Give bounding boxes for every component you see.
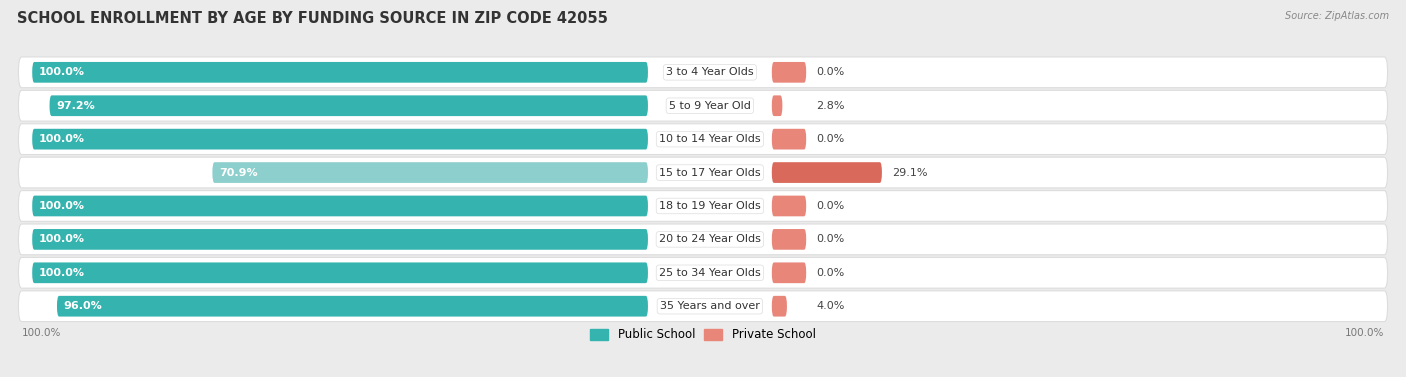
FancyBboxPatch shape (772, 95, 782, 116)
FancyBboxPatch shape (18, 224, 1388, 255)
FancyBboxPatch shape (772, 162, 882, 183)
Text: 0.0%: 0.0% (817, 234, 845, 244)
FancyBboxPatch shape (49, 95, 648, 116)
Text: 0.0%: 0.0% (817, 134, 845, 144)
FancyBboxPatch shape (32, 196, 648, 216)
FancyBboxPatch shape (32, 262, 648, 283)
Text: 100.0%: 100.0% (1344, 328, 1384, 338)
FancyBboxPatch shape (18, 124, 1388, 155)
Text: 25 to 34 Year Olds: 25 to 34 Year Olds (659, 268, 761, 278)
FancyBboxPatch shape (772, 262, 806, 283)
Text: 0.0%: 0.0% (817, 67, 845, 77)
Text: SCHOOL ENROLLMENT BY AGE BY FUNDING SOURCE IN ZIP CODE 42055: SCHOOL ENROLLMENT BY AGE BY FUNDING SOUR… (17, 11, 607, 26)
Text: 20 to 24 Year Olds: 20 to 24 Year Olds (659, 234, 761, 244)
FancyBboxPatch shape (32, 229, 648, 250)
FancyBboxPatch shape (18, 257, 1388, 288)
Text: 100.0%: 100.0% (39, 201, 86, 211)
Text: 100.0%: 100.0% (39, 134, 86, 144)
FancyBboxPatch shape (18, 191, 1388, 221)
Text: 35 Years and over: 35 Years and over (659, 301, 759, 311)
Text: 100.0%: 100.0% (39, 67, 86, 77)
FancyBboxPatch shape (772, 196, 806, 216)
Text: 70.9%: 70.9% (219, 167, 257, 178)
Text: 29.1%: 29.1% (893, 167, 928, 178)
FancyBboxPatch shape (212, 162, 648, 183)
Text: 97.2%: 97.2% (56, 101, 96, 111)
FancyBboxPatch shape (772, 129, 806, 150)
FancyBboxPatch shape (32, 129, 648, 150)
Text: 5 to 9 Year Old: 5 to 9 Year Old (669, 101, 751, 111)
FancyBboxPatch shape (58, 296, 648, 317)
Text: 100.0%: 100.0% (39, 234, 86, 244)
Text: 96.0%: 96.0% (63, 301, 103, 311)
FancyBboxPatch shape (32, 62, 648, 83)
FancyBboxPatch shape (18, 90, 1388, 121)
Text: 3 to 4 Year Olds: 3 to 4 Year Olds (666, 67, 754, 77)
FancyBboxPatch shape (772, 62, 806, 83)
Text: 10 to 14 Year Olds: 10 to 14 Year Olds (659, 134, 761, 144)
Text: 0.0%: 0.0% (817, 268, 845, 278)
Text: 2.8%: 2.8% (817, 101, 845, 111)
Text: 0.0%: 0.0% (817, 201, 845, 211)
Text: Source: ZipAtlas.com: Source: ZipAtlas.com (1285, 11, 1389, 21)
Legend: Public School, Private School: Public School, Private School (586, 324, 820, 346)
FancyBboxPatch shape (18, 157, 1388, 188)
Text: 4.0%: 4.0% (817, 301, 845, 311)
Text: 100.0%: 100.0% (22, 328, 62, 338)
Text: 100.0%: 100.0% (39, 268, 86, 278)
FancyBboxPatch shape (18, 291, 1388, 322)
FancyBboxPatch shape (18, 57, 1388, 88)
FancyBboxPatch shape (772, 296, 787, 317)
FancyBboxPatch shape (772, 229, 806, 250)
Text: 15 to 17 Year Olds: 15 to 17 Year Olds (659, 167, 761, 178)
Text: 18 to 19 Year Olds: 18 to 19 Year Olds (659, 201, 761, 211)
